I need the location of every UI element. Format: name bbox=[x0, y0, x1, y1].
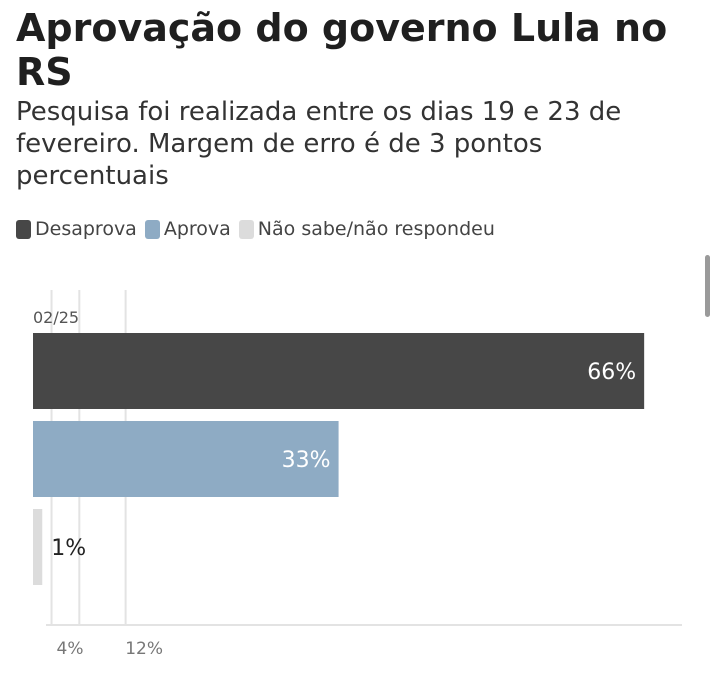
x-tick-label-1: 12% bbox=[125, 639, 163, 659]
bar-value-label-2: 1% bbox=[51, 536, 86, 561]
chart-title: Aprovação do governo Lula no RS bbox=[16, 6, 668, 94]
scrollbar[interactable] bbox=[705, 255, 710, 317]
legend-label-aprova: Aprova bbox=[163, 218, 231, 240]
bar-value-label-0: 66% bbox=[587, 360, 636, 385]
legend-label-desaprova: Desaprova bbox=[35, 218, 137, 240]
legend-item-aprova: Aprova bbox=[144, 218, 231, 240]
legend: Desaprova Aprova Não sabe/não respondeu bbox=[16, 218, 503, 240]
legend-swatch-aprova bbox=[144, 219, 160, 239]
bar-chart: 02/25 66% 33% 1% 4% 12% bbox=[33, 290, 682, 659]
bar-2 bbox=[33, 509, 43, 585]
group-label: 02/25 bbox=[33, 308, 79, 327]
bar-value-label-1: 33% bbox=[282, 448, 331, 473]
legend-swatch-desaprova bbox=[16, 219, 31, 239]
legend-swatch-nao-sabe bbox=[238, 219, 254, 239]
x-tick-label-0: 4% bbox=[57, 639, 84, 659]
legend-item-desaprova: Desaprova bbox=[16, 218, 137, 240]
legend-item-nao-sabe: Não sabe/não respondeu bbox=[238, 218, 495, 240]
bar-0 bbox=[33, 333, 645, 409]
chart-subtitle: Pesquisa foi realizada entre os dias 19 … bbox=[16, 97, 622, 191]
bar-1 bbox=[33, 421, 339, 497]
legend-label-nao-sabe: Não sabe/não respondeu bbox=[257, 218, 495, 240]
